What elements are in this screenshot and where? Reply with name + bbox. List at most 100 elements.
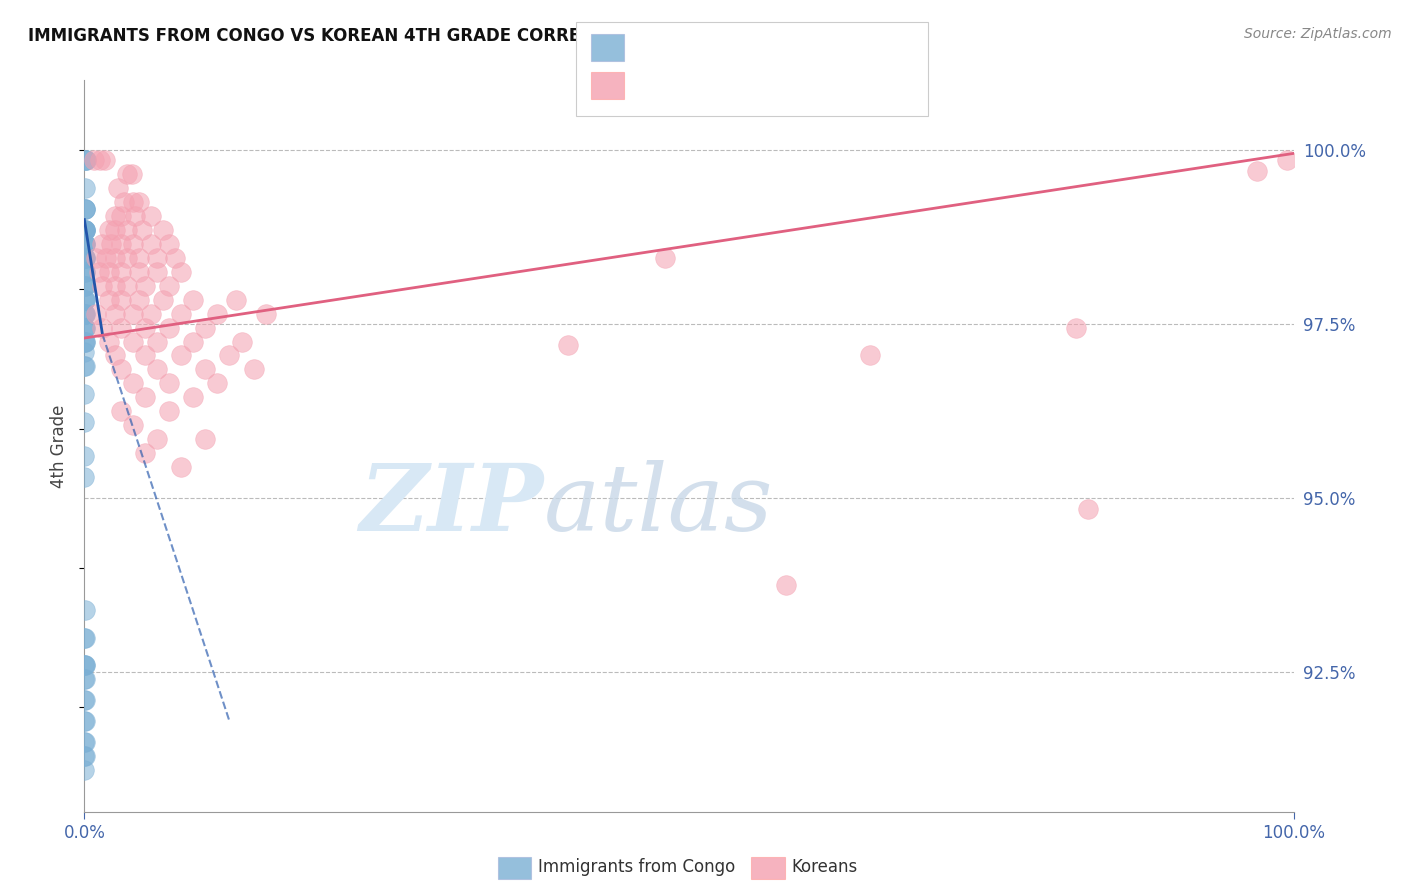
Point: [134, 348, 156, 362]
Point: [134, 320, 156, 334]
Point: [115, 167, 138, 181]
Point: [146, 432, 169, 446]
Point: [73, 237, 96, 252]
Point: [112, 195, 135, 210]
Point: [73, 359, 96, 373]
Point: [73, 359, 96, 373]
Point: [73, 153, 96, 168]
Point: [73, 658, 96, 673]
Point: [1246, 164, 1268, 178]
Point: [107, 181, 129, 195]
Point: [73, 693, 96, 707]
Point: [170, 307, 193, 321]
Point: [73, 658, 96, 673]
Point: [75, 603, 97, 617]
Point: [1277, 153, 1299, 168]
Point: [73, 735, 96, 749]
Point: [73, 693, 96, 707]
Point: [157, 237, 180, 252]
Point: [121, 307, 143, 321]
Point: [139, 209, 162, 223]
Point: [73, 237, 96, 252]
Text: Immigrants from Congo: Immigrants from Congo: [538, 858, 735, 876]
Point: [775, 578, 797, 592]
Point: [94, 153, 117, 168]
Point: [73, 278, 96, 293]
Point: [73, 631, 96, 645]
Point: [146, 251, 169, 265]
Point: [73, 181, 96, 195]
Point: [73, 251, 96, 265]
Point: [73, 307, 96, 321]
Point: [87, 265, 110, 279]
Point: [115, 223, 138, 237]
Point: [73, 278, 96, 293]
Point: [73, 237, 96, 252]
Point: [73, 251, 96, 265]
Point: [110, 209, 132, 223]
Point: [557, 338, 579, 352]
Point: [73, 223, 96, 237]
Point: [73, 386, 96, 401]
Point: [91, 278, 114, 293]
Point: [170, 459, 193, 474]
Point: [194, 432, 217, 446]
Point: [157, 404, 180, 418]
Point: [91, 237, 114, 252]
Point: [134, 278, 156, 293]
Point: [194, 362, 217, 376]
Point: [1064, 320, 1087, 334]
Point: [146, 265, 169, 279]
Point: [157, 376, 180, 391]
Point: [73, 735, 96, 749]
Point: [104, 348, 127, 362]
Point: [83, 153, 105, 168]
Point: [73, 223, 96, 237]
Text: R = -0.254: R = -0.254: [634, 38, 723, 56]
Text: N = 80: N = 80: [773, 38, 841, 56]
Text: R =   0.376: R = 0.376: [634, 76, 728, 94]
Point: [89, 153, 111, 168]
Point: [73, 223, 96, 237]
Point: [73, 334, 96, 349]
Point: [121, 195, 143, 210]
Point: [73, 415, 96, 429]
Point: [181, 293, 204, 307]
Point: [152, 293, 174, 307]
Point: [121, 167, 143, 181]
Point: [75, 153, 97, 168]
Point: [110, 320, 132, 334]
Point: [170, 265, 193, 279]
Point: [110, 293, 132, 307]
Point: [157, 278, 180, 293]
Text: Source: ZipAtlas.com: Source: ZipAtlas.com: [1244, 27, 1392, 41]
Point: [207, 376, 229, 391]
Point: [194, 320, 217, 334]
Point: [104, 209, 127, 223]
Point: [157, 320, 180, 334]
Point: [73, 202, 96, 216]
Point: [73, 673, 96, 687]
Point: [73, 470, 96, 484]
Point: [86, 307, 108, 321]
Point: [104, 251, 127, 265]
Text: Koreans: Koreans: [792, 858, 858, 876]
Point: [146, 362, 169, 376]
Point: [97, 265, 120, 279]
Point: [73, 631, 96, 645]
Point: [104, 307, 127, 321]
Point: [75, 202, 97, 216]
Point: [165, 251, 187, 265]
Point: [146, 334, 169, 349]
Point: [128, 293, 150, 307]
Point: [654, 251, 676, 265]
Point: [73, 749, 96, 764]
Point: [73, 345, 96, 359]
Point: [73, 763, 96, 777]
Point: [73, 334, 96, 349]
Point: [73, 307, 96, 321]
Point: [73, 237, 96, 252]
Point: [73, 320, 96, 334]
Point: [110, 404, 132, 418]
Point: [75, 153, 97, 168]
